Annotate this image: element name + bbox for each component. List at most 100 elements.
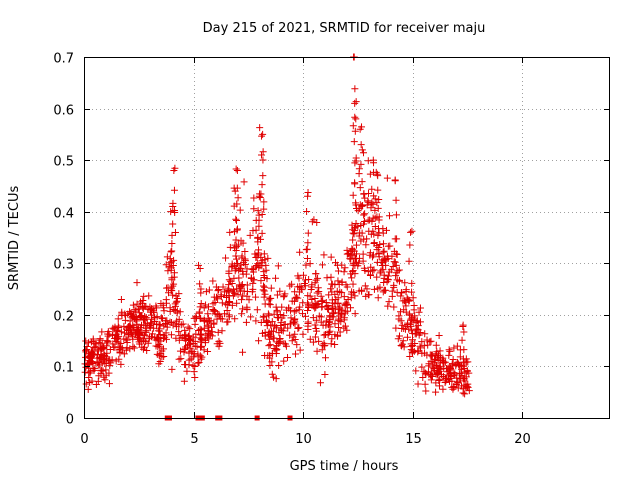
data-point	[258, 257, 266, 265]
data-point	[418, 363, 426, 371]
data-point	[408, 279, 416, 287]
data-point	[245, 296, 253, 304]
data-point	[262, 318, 270, 326]
data-point	[261, 300, 269, 308]
data-point	[307, 286, 315, 294]
data-point	[156, 321, 164, 329]
data-point	[368, 185, 376, 193]
y-tick-label: 0.2	[53, 310, 74, 325]
data-point	[331, 320, 339, 328]
data-point	[304, 325, 312, 333]
data-point	[202, 288, 210, 296]
data-point	[423, 351, 431, 359]
data-point	[361, 282, 369, 290]
data-point	[257, 319, 265, 327]
data-point	[314, 284, 322, 292]
data-point	[353, 250, 361, 258]
data-point	[152, 302, 160, 310]
data-point	[322, 354, 330, 362]
data-point	[273, 306, 281, 314]
data-point	[222, 254, 230, 262]
data-point	[255, 211, 263, 219]
data-point	[401, 279, 409, 287]
data-point	[338, 289, 346, 297]
data-points	[81, 53, 473, 398]
data-point	[420, 342, 428, 350]
data-point	[357, 141, 365, 149]
data-point	[200, 316, 208, 324]
data-point	[273, 313, 281, 321]
data-point	[320, 331, 328, 339]
data-point	[292, 293, 300, 301]
data-point	[143, 347, 151, 355]
data-point	[122, 335, 130, 343]
data-point	[185, 332, 193, 340]
data-point	[328, 335, 336, 343]
data-point	[284, 324, 292, 332]
data-point	[368, 253, 376, 261]
data-point	[398, 342, 406, 350]
data-point	[259, 172, 267, 180]
data-point	[327, 273, 335, 281]
data-point	[280, 357, 288, 365]
data-point	[436, 375, 444, 383]
data-point	[202, 301, 210, 309]
data-point	[390, 258, 398, 266]
data-point	[335, 317, 343, 325]
data-point	[140, 292, 148, 300]
data-point	[192, 330, 200, 338]
data-point	[364, 268, 372, 276]
data-point	[384, 302, 392, 310]
data-point	[387, 266, 395, 274]
data-point	[382, 261, 390, 269]
data-point	[430, 366, 438, 374]
data-point	[150, 308, 158, 316]
data-point	[294, 324, 302, 332]
data-point	[156, 330, 164, 338]
data-point	[375, 253, 383, 261]
data-point	[390, 303, 398, 311]
data-point	[435, 363, 443, 371]
data-point	[458, 336, 466, 344]
data-point	[113, 327, 121, 335]
data-point	[155, 352, 163, 360]
data-point	[360, 149, 368, 157]
data-point	[428, 352, 436, 360]
data-point	[393, 251, 401, 259]
data-point	[390, 283, 398, 291]
data-point	[97, 351, 105, 359]
data-point	[436, 347, 444, 355]
data-point	[410, 301, 418, 309]
data-point	[278, 303, 286, 311]
data-point	[347, 304, 355, 312]
data-point	[460, 346, 468, 354]
data-point	[434, 354, 442, 362]
data-point	[265, 311, 273, 319]
data-point	[265, 342, 273, 350]
data-point	[271, 321, 279, 329]
data-point	[349, 229, 357, 237]
data-point	[361, 194, 369, 202]
data-point	[432, 350, 440, 358]
data-point	[343, 300, 351, 308]
data-point	[276, 310, 284, 318]
data-point	[142, 324, 150, 332]
data-point	[82, 380, 90, 388]
data-point	[327, 285, 335, 293]
data-point	[176, 347, 184, 355]
tick-labels: 0 0.1 0.2 0.3 0.4 0.5 0.6 0.7 0 5 10 15 20	[53, 52, 530, 448]
data-point	[167, 266, 175, 274]
data-point	[309, 338, 317, 346]
data-point	[392, 196, 400, 204]
data-point	[364, 198, 372, 206]
data-point	[325, 291, 333, 299]
data-point	[374, 225, 382, 233]
data-point	[162, 335, 170, 343]
data-point	[191, 373, 199, 381]
data-point	[179, 320, 187, 328]
data-point	[360, 220, 368, 228]
data-point	[283, 306, 291, 314]
data-point	[133, 333, 141, 341]
data-point	[254, 207, 262, 215]
data-point	[121, 329, 129, 337]
